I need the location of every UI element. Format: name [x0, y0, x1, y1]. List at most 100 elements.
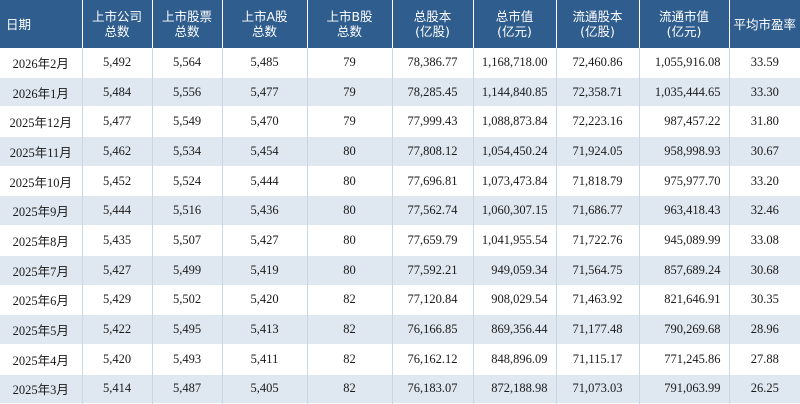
total-market-value-cell: 1,060,307.15 [473, 195, 557, 226]
date-cell: 2025年7月 [0, 255, 83, 285]
header-total-share-capital: 总股本 (亿股) [392, 0, 474, 48]
b-shares-cell: 82 [307, 374, 393, 404]
table-row: 2025年10月 5,452 5,524 5,444 80 77,696.81 1,073,… [0, 166, 800, 196]
listed-companies-cell: 5,414 [82, 374, 153, 404]
listed-stocks-cell: 5,502 [152, 285, 223, 315]
listed-companies-cell: 5,435 [82, 225, 153, 256]
listed-stocks-cell: 5,499 [152, 255, 223, 285]
average-pe-ratio-cell: 33.20 [729, 166, 800, 196]
circulating-shares-cell: 71,564.75 [556, 255, 640, 285]
circulating-market-value-cell: 958,998.93 [639, 136, 730, 167]
b-shares-cell: 82 [307, 314, 393, 345]
header-listed-companies: 上市公司 总数 [82, 0, 153, 48]
average-pe-ratio-cell: 33.59 [729, 48, 800, 78]
total-market-value-cell: 1,168,718.00 [473, 48, 557, 78]
b-shares-cell: 80 [307, 166, 393, 196]
average-pe-ratio-cell: 33.30 [729, 77, 800, 107]
circulating-market-value-cell: 1,055,916.08 [639, 48, 730, 78]
total-market-value-cell: 949,059.34 [473, 255, 557, 285]
listed-stocks-cell: 5,487 [152, 374, 223, 404]
date-cell: 2025年5月 [0, 314, 83, 345]
b-shares-cell: 80 [307, 136, 393, 167]
date-cell: 2026年1月 [0, 77, 83, 107]
total-share-capital-cell: 77,592.21 [392, 255, 474, 285]
b-shares-cell: 80 [307, 195, 393, 226]
circulating-shares-cell: 71,177.48 [556, 314, 640, 345]
a-shares-cell: 5,444 [222, 166, 308, 196]
circulating-market-value-cell: 857,689.24 [639, 255, 730, 285]
date-cell: 2025年12月 [0, 106, 83, 137]
date-cell: 2025年8月 [0, 225, 83, 256]
a-shares-cell: 5,436 [222, 195, 308, 226]
total-share-capital-cell: 76,166.85 [392, 314, 474, 345]
total-share-capital-cell: 78,386.77 [392, 48, 474, 78]
a-shares-cell: 5,477 [222, 77, 308, 107]
date-cell: 2025年11月 [0, 136, 83, 167]
header-date: 日期 [0, 0, 83, 48]
listed-companies-cell: 5,422 [82, 314, 153, 345]
table-row: 2025年12月 5,477 5,549 5,470 79 77,999.43 1,088,… [0, 106, 800, 137]
circulating-shares-cell: 71,073.03 [556, 374, 640, 404]
total-market-value-cell: 872,188.98 [473, 374, 557, 404]
table-row: 2025年6月 5,429 5,502 5,420 82 77,120.84 908,029… [0, 285, 800, 315]
circulating-market-value-cell: 975,977.70 [639, 166, 730, 196]
table-row: 2025年5月 5,422 5,495 5,413 82 76,166.85 869,356… [0, 314, 800, 345]
total-market-value-cell: 908,029.54 [473, 285, 557, 315]
table-row: 2026年2月 5,492 5,564 5,485 79 78,386.77 1,168,7… [0, 48, 800, 78]
listed-companies-cell: 5,427 [82, 255, 153, 285]
date-cell: 2025年4月 [0, 344, 83, 375]
listed-companies-cell: 5,462 [82, 136, 153, 167]
listed-companies-cell: 5,429 [82, 285, 153, 315]
circulating-market-value-cell: 791,063.99 [639, 374, 730, 404]
listed-stocks-cell: 5,524 [152, 166, 223, 196]
a-shares-cell: 5,405 [222, 374, 308, 404]
b-shares-cell: 80 [307, 225, 393, 256]
a-shares-cell: 5,420 [222, 285, 308, 315]
total-share-capital-cell: 76,183.07 [392, 374, 474, 404]
header-total-market-value: 总市值 (亿元) [473, 0, 557, 48]
listed-stocks-cell: 5,549 [152, 106, 223, 137]
circulating-market-value-cell: 987,457.22 [639, 106, 730, 137]
date-cell: 2025年6月 [0, 285, 83, 315]
total-market-value-cell: 848,896.09 [473, 344, 557, 375]
date-cell: 2025年10月 [0, 166, 83, 196]
circulating-shares-cell: 71,818.79 [556, 166, 640, 196]
total-market-value-cell: 1,088,873.84 [473, 106, 557, 137]
average-pe-ratio-cell: 26.25 [729, 374, 800, 404]
date-cell: 2025年3月 [0, 374, 83, 404]
circulating-market-value-cell: 821,646.91 [639, 285, 730, 315]
listed-companies-cell: 5,484 [82, 77, 153, 107]
total-share-capital-cell: 77,999.43 [392, 106, 474, 137]
circulating-market-value-cell: 771,245.86 [639, 344, 730, 375]
header-listed-stocks: 上市股票 总数 [152, 0, 223, 48]
average-pe-ratio-cell: 30.67 [729, 136, 800, 167]
listed-stocks-cell: 5,534 [152, 136, 223, 167]
listed-stocks-cell: 5,564 [152, 48, 223, 78]
listed-companies-cell: 5,420 [82, 344, 153, 375]
header-a-shares: 上市A股 总数 [222, 0, 308, 48]
average-pe-ratio-cell: 27.88 [729, 344, 800, 375]
table-row: 2025年9月 5,444 5,516 5,436 80 77,562.74 1,060,3… [0, 195, 800, 226]
header-circulating-market-value: 流通市值 (亿元) [639, 0, 730, 48]
total-share-capital-cell: 77,562.74 [392, 195, 474, 226]
total-market-value-cell: 1,041,955.54 [473, 225, 557, 256]
header-circulating-shares: 流通股本 (亿股) [556, 0, 640, 48]
table-body: 2026年2月 5,492 5,564 5,485 79 78,386.77 1,168,7… [0, 48, 800, 404]
a-shares-cell: 5,454 [222, 136, 308, 167]
a-shares-cell: 5,411 [222, 344, 308, 375]
circulating-market-value-cell: 963,418.43 [639, 195, 730, 226]
listed-companies-cell: 5,452 [82, 166, 153, 196]
circulating-shares-cell: 72,460.86 [556, 48, 640, 78]
table-header: 日期 上市公司 总数 上市股票 总数 上市A股 总数 上市B股 总数 总股本 (… [0, 0, 800, 48]
total-share-capital-cell: 78,285.45 [392, 77, 474, 107]
total-market-value-cell: 1,144,840.85 [473, 77, 557, 107]
listed-companies-cell: 5,444 [82, 195, 153, 226]
listed-stocks-cell: 5,493 [152, 344, 223, 375]
total-market-value-cell: 869,356.44 [473, 314, 557, 345]
average-pe-ratio-cell: 33.08 [729, 225, 800, 256]
total-share-capital-cell: 77,120.84 [392, 285, 474, 315]
table-row: 2025年7月 5,427 5,499 5,419 80 77,592.21 949,059… [0, 255, 800, 285]
listed-companies-cell: 5,492 [82, 48, 153, 78]
b-shares-cell: 79 [307, 77, 393, 107]
